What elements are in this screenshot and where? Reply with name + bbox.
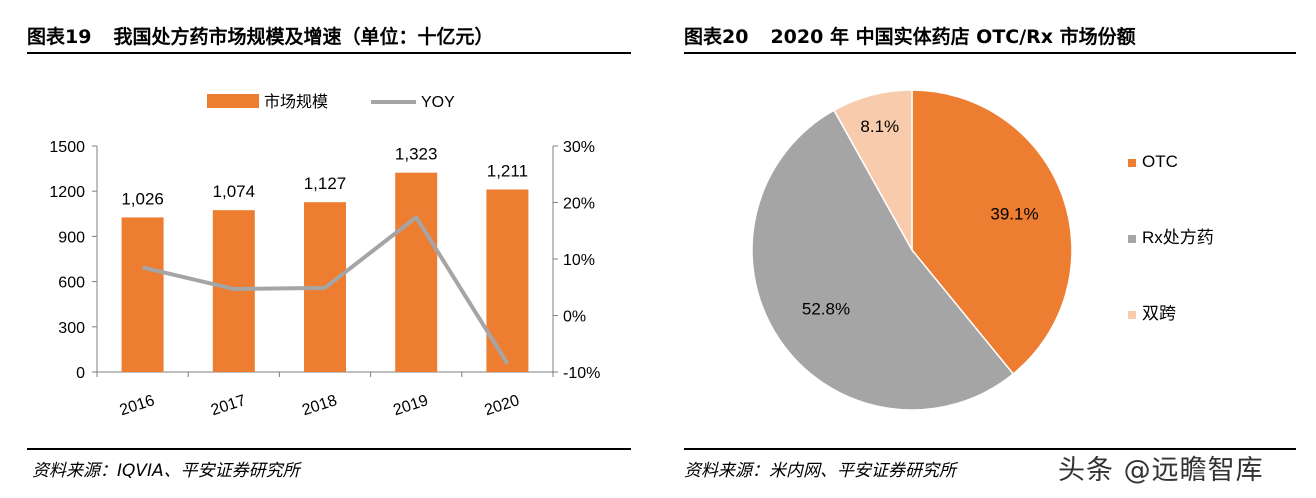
y-left-tick-label: 1200 bbox=[49, 184, 85, 201]
x-tick-label: 2020 bbox=[482, 392, 521, 419]
x-tick-label: 2018 bbox=[300, 392, 339, 419]
left-source-note: 资料来源：IQVIA、平安证券研究所 bbox=[32, 461, 300, 481]
bar-data-label: 1,074 bbox=[213, 182, 256, 201]
bar-line-chart: 市场规模 YOY 0 300 600 900 1200 1500 -10% 0% 10% 20% 30%… bbox=[49, 93, 600, 419]
legend-swatch bbox=[1128, 159, 1136, 167]
x-tick-label: 2017 bbox=[209, 392, 248, 419]
right-figure-number: 图表20 bbox=[684, 26, 749, 48]
right-figure-title: 图表20 2020 年 中国实体药店 OTC/Rx 市场份额 bbox=[684, 22, 1136, 52]
legend-bar-label: 市场规模 bbox=[264, 93, 328, 111]
pie-slice-label: 39.1% bbox=[990, 204, 1038, 223]
bar bbox=[212, 210, 255, 372]
y-left-tick-label: 1500 bbox=[49, 139, 85, 156]
y-right-tick-label: 30% bbox=[563, 139, 595, 156]
bar bbox=[395, 172, 438, 372]
legend-label: 双跨 bbox=[1142, 304, 1176, 323]
left-figure-caption: 我国处方药市场规模及增速（单位：十亿元） bbox=[113, 26, 494, 48]
left-top-rule bbox=[27, 52, 631, 54]
pie-slice-label: 52.8% bbox=[802, 299, 850, 318]
x-tick-label: 2019 bbox=[391, 392, 430, 419]
bar bbox=[121, 217, 164, 372]
bar-data-label: 1,026 bbox=[121, 189, 164, 208]
left-figure: 图表19 我国处方药市场规模及增速（单位：十亿元） 市场规模 YOY 0 300 600 9… bbox=[0, 0, 640, 498]
y-left-tick-label: 600 bbox=[58, 275, 85, 292]
bar-data-label: 1,127 bbox=[304, 174, 347, 193]
y-right-tick-label: 10% bbox=[563, 252, 595, 269]
legend-label: OTC bbox=[1142, 152, 1178, 171]
y-left-tick-label: 300 bbox=[58, 320, 85, 337]
left-figure-number: 图表19 bbox=[27, 26, 92, 48]
legend-swatch bbox=[1128, 311, 1136, 319]
bar bbox=[486, 189, 529, 372]
left-bottom-rule bbox=[27, 448, 631, 450]
right-figure-caption: 2020 年 中国实体药店 OTC/Rx 市场份额 bbox=[770, 26, 1136, 48]
legend-label: Rx处方药 bbox=[1142, 228, 1214, 247]
pie-slice bbox=[911, 89, 1073, 375]
legend-line-label: YOY bbox=[421, 94, 455, 111]
bar-data-label: 1,323 bbox=[395, 145, 438, 164]
left-figure-title: 图表19 我国处方药市场规模及增速（单位：十亿元） bbox=[27, 22, 493, 52]
legend-bar-swatch bbox=[207, 94, 259, 108]
right-source-note: 资料来源：米内网、平安证券研究所 bbox=[684, 461, 956, 481]
y-right-tick-label: 20% bbox=[563, 196, 595, 213]
x-tick-label: 2016 bbox=[118, 392, 157, 419]
y-left-tick-label: 900 bbox=[58, 229, 85, 246]
pie-slice-label: 8.1% bbox=[860, 117, 899, 136]
legend-swatch bbox=[1128, 235, 1136, 243]
right-top-rule bbox=[684, 52, 1296, 54]
pie-slice bbox=[751, 109, 1015, 411]
y-left-tick-label: 0 bbox=[76, 365, 85, 382]
y-right-tick-label: -10% bbox=[563, 365, 600, 382]
pie-slice bbox=[833, 89, 913, 253]
right-figure: 图表20 2020 年 中国实体药店 OTC/Rx 市场份额 39.1% 52.8%… bbox=[676, 0, 1316, 498]
right-bottom-rule bbox=[684, 448, 1296, 450]
bar-data-label: 1,211 bbox=[487, 162, 528, 181]
y-right-tick-label: 0% bbox=[563, 309, 586, 326]
watermark-text: 头条 @远瞻智库 bbox=[1058, 455, 1264, 486]
